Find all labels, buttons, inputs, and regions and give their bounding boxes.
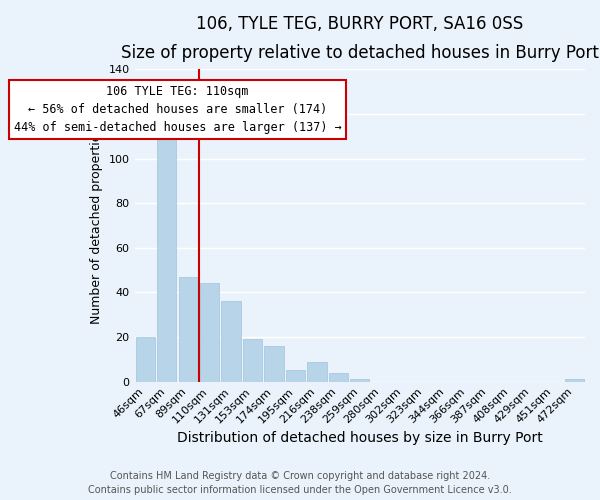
Bar: [286, 370, 305, 382]
X-axis label: Distribution of detached houses by size in Burry Port: Distribution of detached houses by size …: [177, 431, 542, 445]
Title: 106, TYLE TEG, BURRY PORT, SA16 0SS
Size of property relative to detached houses: 106, TYLE TEG, BURRY PORT, SA16 0SS Size…: [121, 15, 599, 62]
Bar: [243, 339, 262, 382]
Bar: [136, 337, 155, 382]
Bar: [565, 380, 584, 382]
Bar: [157, 136, 176, 382]
Y-axis label: Number of detached properties: Number of detached properties: [90, 127, 103, 324]
Bar: [307, 362, 326, 382]
Text: Contains HM Land Registry data © Crown copyright and database right 2024.
Contai: Contains HM Land Registry data © Crown c…: [88, 471, 512, 495]
Bar: [350, 380, 370, 382]
Text: 106 TYLE TEG: 110sqm
← 56% of detached houses are smaller (174)
44% of semi-deta: 106 TYLE TEG: 110sqm ← 56% of detached h…: [14, 85, 341, 134]
Bar: [221, 302, 241, 382]
Bar: [329, 372, 348, 382]
Bar: [200, 284, 220, 382]
Bar: [265, 346, 284, 382]
Bar: [179, 277, 198, 382]
